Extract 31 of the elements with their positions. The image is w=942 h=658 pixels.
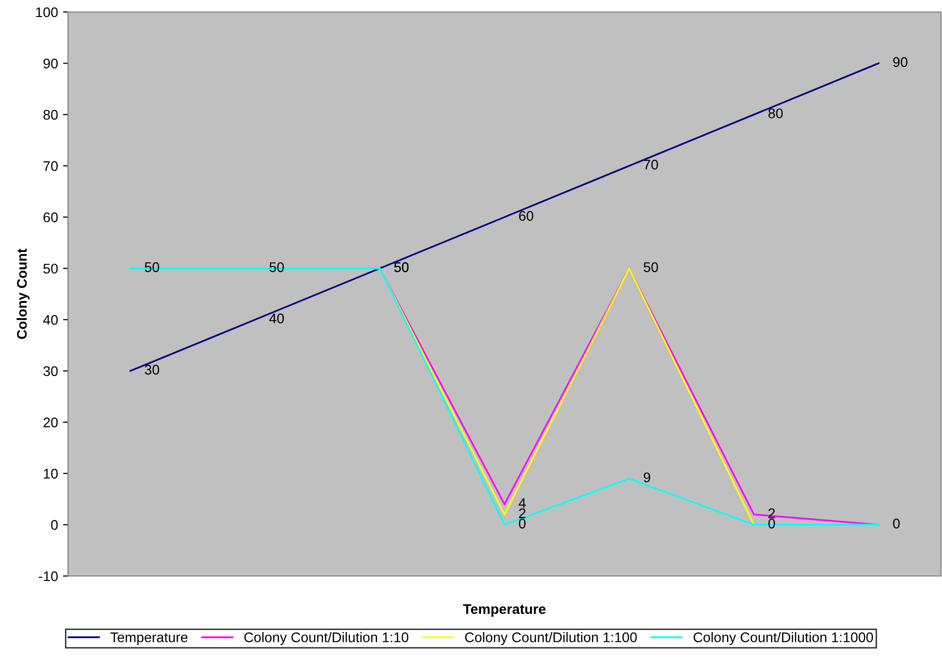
legend-label: Colony Count/Dilution 1:10: [244, 632, 408, 645]
legend-label: Colony Count/Dilution 1:100: [465, 632, 637, 645]
data-label: 50: [644, 262, 658, 272]
y-tick-label: -10: [38, 571, 58, 582]
data-label: 50: [394, 262, 409, 272]
data-label: 60: [519, 210, 534, 221]
data-label: 0: [893, 518, 900, 528]
y-tick-label: 30: [43, 366, 58, 376]
y-tick-label: 70: [44, 161, 58, 171]
data-label: 70: [644, 160, 658, 170]
y-tick-label: 50: [43, 264, 58, 274]
y-axis-title: Colony Count: [16, 248, 30, 339]
x-axis-title: Temperature: [463, 604, 546, 617]
legend-label: Temperature: [110, 632, 188, 645]
y-tick-label: 20: [44, 418, 58, 428]
data-label: 30: [144, 364, 160, 375]
data-label: 9: [644, 472, 650, 482]
legend-label: Colony Count/Dilution 1:1000: [694, 632, 874, 645]
y-tick-label: 60: [44, 212, 58, 222]
y-tick-label: 40: [43, 314, 58, 325]
y-tick-label: 100: [36, 7, 58, 18]
data-label: 0: [518, 518, 526, 528]
data-label: 90: [893, 57, 908, 67]
y-tick-label: 0: [51, 520, 58, 530]
data-label: 4: [518, 498, 526, 508]
y-tick-label: 80: [43, 110, 58, 120]
data-label: 40: [269, 314, 284, 324]
data-label: 2: [519, 508, 526, 518]
y-tick-label: 90: [43, 58, 58, 68]
y-tick-label: 10: [44, 468, 58, 479]
data-label: 80: [768, 108, 783, 118]
